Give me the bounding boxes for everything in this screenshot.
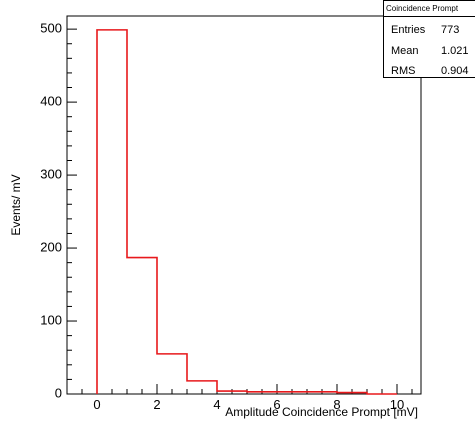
y-tick-label: 500 <box>40 21 62 36</box>
x-axis-title: Amplitude Coincidence Prompt [mV] <box>225 405 418 419</box>
y-tick-label: 400 <box>40 94 62 109</box>
y-axis: 0 100 200 300 400 500 <box>40 21 77 400</box>
stats-box-frame <box>383 0 475 78</box>
stats-box-title: Coincidence Prompt <box>386 4 459 13</box>
plot-frame <box>66 15 422 395</box>
x-tick-label: 10 <box>390 397 404 412</box>
stats-mean-label: Mean <box>391 45 419 57</box>
stats-entries-label: Entries <box>391 24 426 36</box>
stats-rms-value: 0.904 <box>441 65 469 77</box>
x-tick-label: 4 <box>213 397 220 412</box>
x-tick-label: 0 <box>93 397 100 412</box>
histogram-series-line <box>96 29 397 395</box>
stats-entries-value: 773 <box>441 24 459 36</box>
stats-rms-label: RMS <box>391 65 415 77</box>
y-tick-label: 300 <box>40 167 62 182</box>
stats-box: Coincidence Prompt Entries 773 Mean 1.02… <box>383 0 475 78</box>
y-tick-label: 0 <box>55 385 62 400</box>
x-tick-label: 8 <box>333 397 340 412</box>
y-tick-label: 100 <box>40 312 62 327</box>
stats-mean-value: 1.021 <box>441 45 469 57</box>
x-tick-label: 6 <box>273 397 280 412</box>
y-axis-minor-ticks <box>67 43 72 380</box>
y-tick-label: 200 <box>40 239 62 254</box>
x-tick-label: 2 <box>153 397 160 412</box>
y-axis-title: Events/ mV <box>9 174 23 235</box>
